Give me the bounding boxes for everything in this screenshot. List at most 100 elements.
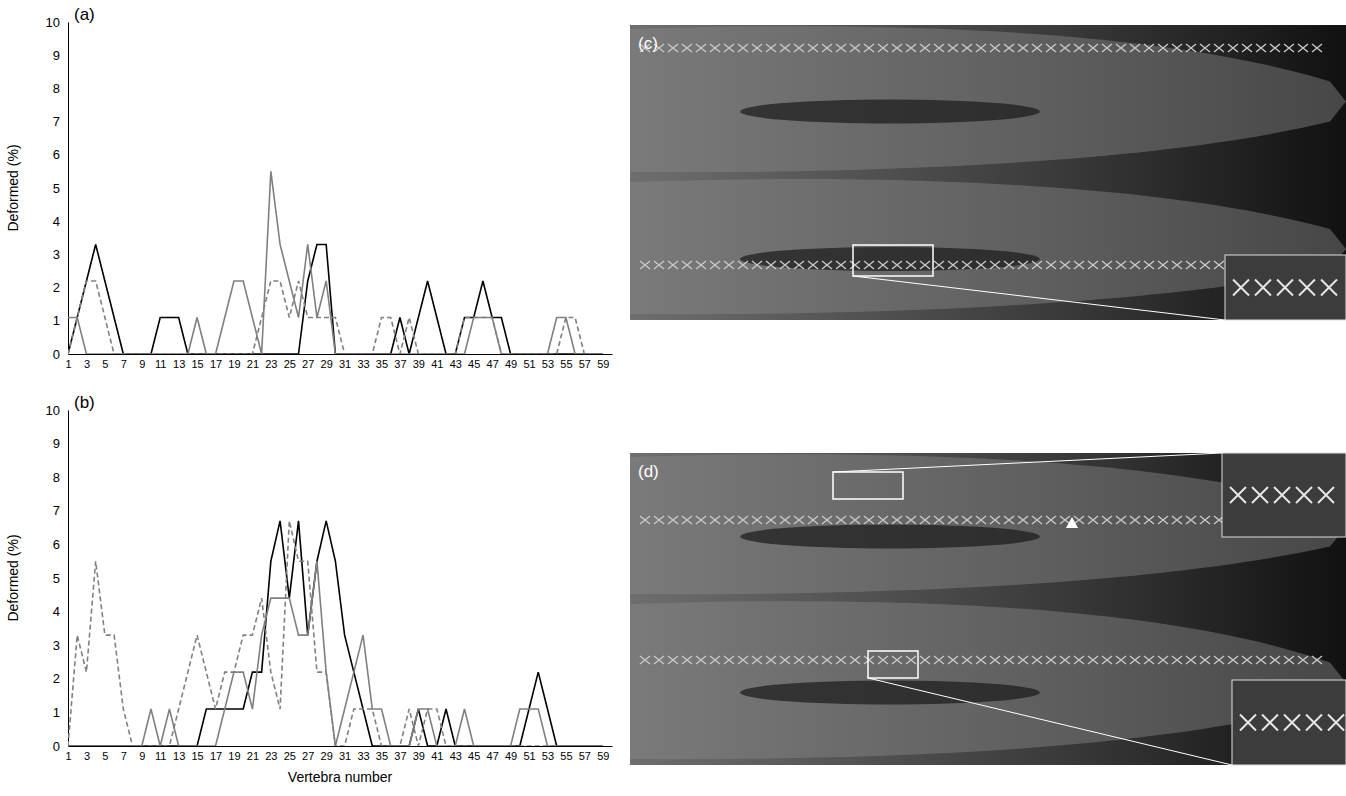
series-line — [68, 281, 603, 354]
x-tick-label: 15 — [191, 750, 203, 762]
vertebra — [1018, 44, 1028, 52]
vertebra — [878, 656, 888, 664]
x-tick: 37 — [394, 746, 406, 762]
vertebra — [1256, 656, 1266, 664]
vertebra — [654, 656, 664, 664]
y-tick-label: 4 — [53, 604, 60, 619]
fish-body — [630, 26, 1346, 172]
inset-zoom — [1232, 680, 1346, 765]
vertebra — [962, 516, 972, 524]
x-tick: 19 — [228, 354, 240, 370]
inset-box — [868, 651, 918, 678]
x-tick-label: 27 — [302, 358, 314, 370]
vertebra — [836, 516, 846, 524]
x-tick-label: 17 — [210, 750, 222, 762]
zoom-line — [853, 276, 1225, 320]
vertebra — [1144, 516, 1154, 524]
x-tick: 53 — [542, 746, 554, 762]
vertebra — [850, 516, 860, 524]
vertebra — [976, 656, 986, 664]
vertebra — [850, 261, 860, 269]
vertebra — [1060, 44, 1070, 52]
inset-vertebra — [1230, 487, 1246, 503]
x-tick: 41 — [431, 746, 443, 762]
x-tick-label: 5 — [102, 358, 108, 370]
vertebra — [1018, 656, 1028, 664]
vertebra — [1130, 516, 1140, 524]
inset-vertebra — [1274, 487, 1290, 503]
spine — [640, 656, 1322, 664]
plot-lines — [68, 171, 603, 354]
x-tick-label: 55 — [560, 750, 572, 762]
vertebra — [962, 261, 972, 269]
vertebra — [1004, 516, 1014, 524]
vertebra — [738, 261, 748, 269]
x-tick: 15 — [191, 746, 203, 762]
x-tick: 9 — [139, 354, 145, 370]
x-tick: 33 — [357, 354, 369, 370]
x-tick: 41 — [431, 354, 443, 370]
y-tick-label: 2 — [53, 671, 60, 686]
vertebra — [1200, 44, 1210, 52]
x-tick: 59 — [597, 354, 609, 370]
vertebra — [864, 516, 874, 524]
x-tick-label: 3 — [84, 358, 90, 370]
vertebra — [1158, 261, 1168, 269]
vertebra — [1214, 656, 1224, 664]
vertebra — [1228, 656, 1238, 664]
vertebra — [1032, 44, 1042, 52]
vertebra — [780, 656, 790, 664]
image-panel: (c) — [630, 25, 1346, 320]
y-tick-label: 8 — [53, 81, 60, 96]
vertebra — [1186, 656, 1196, 664]
radiograph — [630, 453, 1346, 765]
panel-letter: (d) — [638, 462, 659, 481]
vertebra — [1032, 261, 1042, 269]
x-tick-label: 49 — [505, 750, 517, 762]
vertebra — [1074, 656, 1084, 664]
vertebra — [794, 516, 804, 524]
vertebra — [1102, 516, 1112, 524]
x-tick: 1 — [65, 354, 71, 370]
x-tick-label: 57 — [579, 750, 591, 762]
vertebra — [682, 44, 692, 52]
x-tick-label: 25 — [284, 750, 296, 762]
x-tick: 5 — [102, 746, 108, 762]
x-tick: 55 — [560, 746, 572, 762]
x-tick: 53 — [542, 354, 554, 370]
vertebra — [878, 261, 888, 269]
y-tick: 5 — [53, 571, 68, 586]
inset-zoom — [1222, 453, 1346, 537]
x-tick: 25 — [284, 746, 296, 762]
x-tick-label: 49 — [505, 358, 517, 370]
x-tick: 17 — [210, 746, 222, 762]
vertebra — [766, 656, 776, 664]
x-tick-label: 11 — [155, 750, 166, 762]
x-tick-label: 7 — [121, 358, 127, 370]
x-tick: 11 — [155, 746, 166, 762]
vertebra — [892, 44, 902, 52]
vertebra — [1088, 44, 1098, 52]
x-tick: 31 — [339, 354, 351, 370]
vertebra — [920, 44, 930, 52]
y-tick-label: 4 — [53, 214, 60, 229]
y-tick-label: 7 — [53, 114, 60, 129]
x-tick: 21 — [247, 354, 259, 370]
vertebra — [948, 261, 958, 269]
x-axis-line — [69, 354, 613, 355]
vertebra — [934, 44, 944, 52]
inset-vertebra — [1318, 487, 1334, 503]
vertebra — [766, 261, 776, 269]
y-tick-label: 3 — [53, 638, 60, 653]
plot-lines — [68, 521, 603, 746]
vertebra — [864, 261, 874, 269]
vertebra — [794, 44, 804, 52]
vertebra — [836, 261, 846, 269]
vertebra — [794, 261, 804, 269]
x-tick-label: 31 — [339, 358, 351, 370]
vertebra — [1144, 261, 1154, 269]
vertebra — [1116, 261, 1126, 269]
vertebra — [752, 656, 762, 664]
x-tick-label: 33 — [357, 750, 369, 762]
x-tick: 5 — [102, 354, 108, 370]
